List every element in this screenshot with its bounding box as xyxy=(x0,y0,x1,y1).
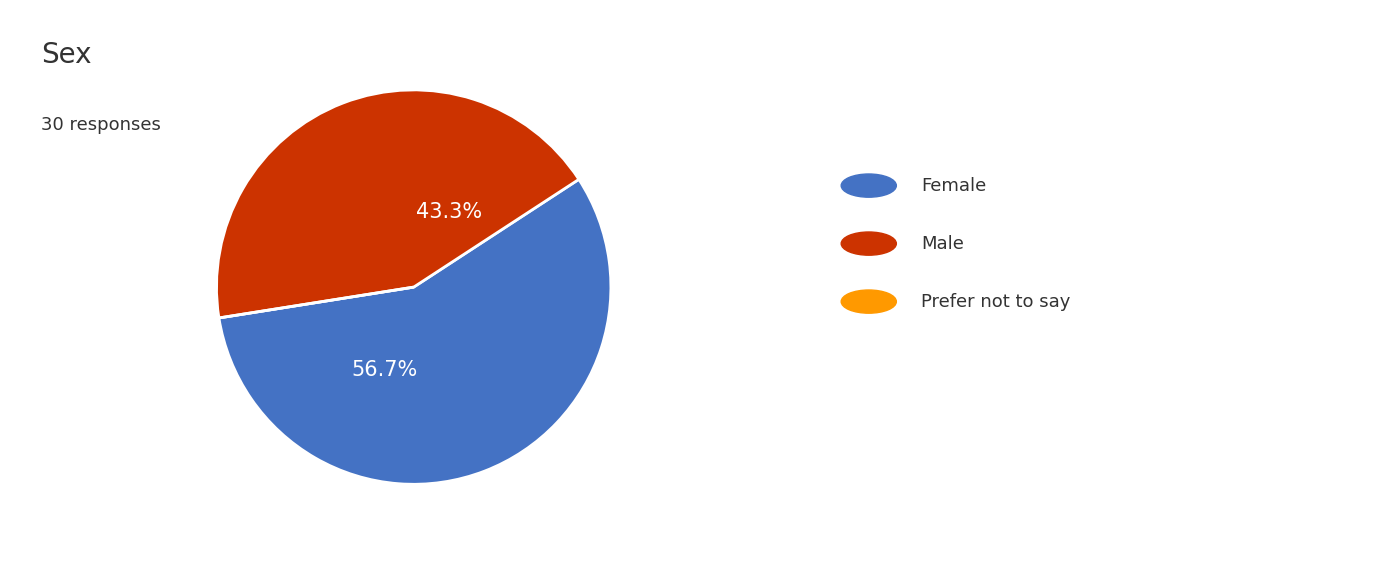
Text: Male: Male xyxy=(921,234,964,253)
Wedge shape xyxy=(217,90,579,318)
Circle shape xyxy=(841,232,896,255)
Circle shape xyxy=(841,174,896,197)
Text: Sex: Sex xyxy=(41,41,92,68)
Wedge shape xyxy=(219,179,611,484)
Wedge shape xyxy=(219,287,414,318)
Text: Prefer not to say: Prefer not to say xyxy=(921,292,1070,311)
Circle shape xyxy=(841,290,896,313)
Text: 56.7%: 56.7% xyxy=(352,360,418,380)
Text: 43.3%: 43.3% xyxy=(416,202,483,222)
Text: Female: Female xyxy=(921,176,986,195)
Text: 30 responses: 30 responses xyxy=(41,116,161,134)
